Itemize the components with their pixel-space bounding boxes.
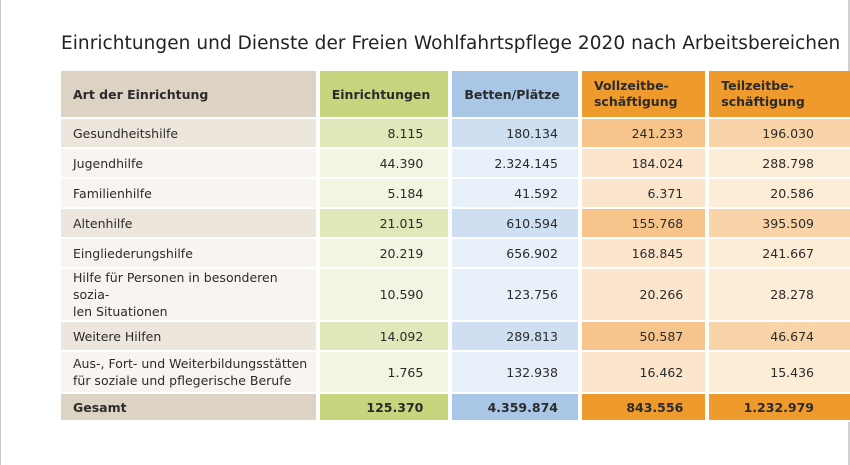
cell-vollzeit: 6.371 [577, 179, 706, 209]
row-label-line2: für soziale und pflegerische Berufe [73, 373, 292, 388]
header-teilzeit-line1: Teilzeitbe- [721, 78, 794, 93]
row-label: Aus-, Fort- und Weiterbildungsstätten fü… [61, 352, 316, 394]
header-vollzeit: Vollzeitbe- schäftigung [577, 71, 706, 119]
cell-teilzeit: 288.798 [705, 149, 850, 179]
total-betten: 4.359.874 [448, 394, 578, 422]
cell-einrichtungen: 20.219 [315, 239, 449, 269]
row-label-line1: Gesundheitshilfe [73, 125, 179, 141]
cell-betten: 132.938 [448, 352, 578, 394]
cell-teilzeit: 15.436 [705, 352, 850, 394]
row-label-line1: Eingliederungshilfe [73, 245, 193, 261]
cell-einrichtungen: 1.765 [315, 352, 449, 394]
cell-vollzeit: 16.462 [577, 352, 706, 394]
facilities-table: Art der Einrichtung Einrichtungen Betten… [61, 71, 850, 422]
row-label: Eingliederungshilfe [61, 239, 316, 269]
row-label: Familienhilfe [61, 179, 316, 209]
page-title: Einrichtungen und Dienste der Freien Woh… [61, 33, 841, 54]
cell-betten: 180.134 [448, 119, 578, 149]
header-teilzeit-line2: schäftigung [721, 94, 805, 109]
cell-betten: 610.594 [448, 209, 578, 239]
cell-einrichtungen: 44.390 [315, 149, 449, 179]
cell-betten: 2.324.145 [448, 149, 578, 179]
cell-einrichtungen: 8.115 [315, 119, 449, 149]
row-label-line1: Aus-, Fort- und Weiterbildungsstätten [73, 356, 308, 371]
left-frame-border [0, 0, 1, 465]
table-row: Familienhilfe 5.184 41.592 6.371 20.586 [61, 179, 850, 209]
header-einrichtungen: Einrichtungen [315, 71, 449, 119]
cell-vollzeit: 184.024 [577, 149, 706, 179]
cell-teilzeit: 20.586 [705, 179, 850, 209]
header-betten: Betten/Plätze [448, 71, 578, 119]
total-vollzeit: 843.556 [577, 394, 706, 422]
cell-teilzeit: 196.030 [705, 119, 850, 149]
cell-betten: 656.902 [448, 239, 578, 269]
table-header-row: Art der Einrichtung Einrichtungen Betten… [61, 71, 850, 119]
row-label: Gesundheitshilfe [61, 119, 316, 149]
cell-teilzeit: 241.667 [705, 239, 850, 269]
total-label: Gesamt [61, 394, 316, 422]
cell-teilzeit: 28.278 [705, 269, 850, 322]
row-label-line2: len Situationen [73, 304, 168, 319]
cell-betten: 123.756 [448, 269, 578, 322]
cell-vollzeit: 20.266 [577, 269, 706, 322]
cell-betten: 289.813 [448, 322, 578, 352]
table-row: Gesundheitshilfe 8.115 180.134 241.233 1… [61, 119, 850, 149]
table-row: Aus-, Fort- und Weiterbildungsstätten fü… [61, 352, 850, 394]
cell-einrichtungen: 14.092 [315, 322, 449, 352]
table-row: Jugendhilfe 44.390 2.324.145 184.024 288… [61, 149, 850, 179]
cell-vollzeit: 155.768 [577, 209, 706, 239]
row-label-line1: Altenhilfe [73, 215, 133, 231]
cell-vollzeit: 50.587 [577, 322, 706, 352]
table-row: Altenhilfe 21.015 610.594 155.768 395.50… [61, 209, 850, 239]
cell-einrichtungen: 10.590 [315, 269, 449, 322]
total-einrichtungen: 125.370 [315, 394, 449, 422]
cell-einrichtungen: 21.015 [315, 209, 449, 239]
cell-betten: 41.592 [448, 179, 578, 209]
cell-vollzeit: 241.233 [577, 119, 706, 149]
cell-teilzeit: 46.674 [705, 322, 850, 352]
row-label: Altenhilfe [61, 209, 316, 239]
header-teilzeit: Teilzeitbe- schäftigung [705, 71, 850, 119]
header-vollzeit-line2: schäftigung [593, 94, 678, 109]
header-vollzeit-line1: Vollzeitbe- [593, 78, 669, 93]
row-label: Weitere Hilfen [61, 322, 316, 352]
row-label-line1: Familienhilfe [73, 185, 152, 201]
total-teilzeit: 1.232.979 [705, 394, 850, 422]
table-row: Eingliederungshilfe 20.219 656.902 168.8… [61, 239, 850, 269]
cell-teilzeit: 395.509 [705, 209, 850, 239]
row-label-line1: Weitere Hilfen [73, 328, 162, 344]
row-label-line1: Jugendhilfe [73, 155, 144, 171]
row-label: Hilfe für Personen in besonderen sozia- … [61, 269, 316, 322]
row-label-line1: Hilfe für Personen in besonderen sozia- [73, 270, 278, 302]
header-art: Art der Einrichtung [61, 71, 316, 119]
table-row: Hilfe für Personen in besonderen sozia- … [61, 269, 850, 322]
cell-einrichtungen: 5.184 [315, 179, 449, 209]
cell-vollzeit: 168.845 [577, 239, 706, 269]
row-label: Jugendhilfe [61, 149, 316, 179]
table-row: Weitere Hilfen 14.092 289.813 50.587 46.… [61, 322, 850, 352]
table-total-row: Gesamt 125.370 4.359.874 843.556 1.232.9… [61, 394, 850, 422]
